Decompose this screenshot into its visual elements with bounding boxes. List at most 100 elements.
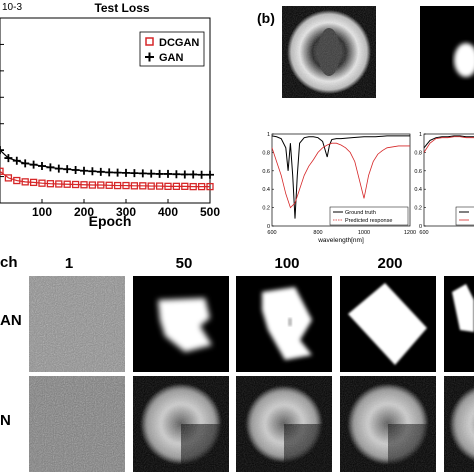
data-point-gan	[122, 168, 130, 177]
row-label-dcgan: AN	[0, 312, 22, 329]
x-tick-label: 600	[419, 230, 428, 236]
data-point-dcgan	[155, 182, 164, 190]
y-tick-marks	[0, 43, 4, 178]
x-tick-label: 1000	[358, 230, 370, 236]
data-point-gan	[172, 170, 181, 179]
data-point-dcgan	[80, 181, 88, 189]
data-point-dcgan	[29, 178, 38, 187]
data-point-gan	[138, 169, 147, 178]
data-point-gan	[113, 168, 122, 177]
spectrum2-y-ticks: 0 0.2 0.4 0.6 0.8 1	[414, 132, 426, 230]
data-point-gan	[38, 162, 46, 170]
data-point-dcgan	[189, 182, 197, 191]
structure-image-blob	[420, 6, 474, 98]
y-tick-label: 0.2	[414, 206, 422, 212]
data-point-gan	[130, 169, 139, 178]
epoch-label-100: 100	[274, 255, 299, 272]
data-point-dcgan	[197, 182, 206, 191]
y-tick-label: 1	[267, 132, 270, 138]
data-point-dcgan	[46, 180, 55, 188]
epoch-row-label: ch	[0, 254, 18, 271]
x-tick-label: 800	[313, 230, 322, 236]
data-point-dcgan	[88, 181, 97, 189]
spectrum2-legend-partial	[455, 206, 474, 226]
spectrum-frame-2	[423, 133, 474, 227]
data-point-gan	[96, 167, 105, 176]
data-point-dcgan	[130, 182, 139, 190]
legend-dcgan-marker	[145, 37, 154, 46]
data-point-gan	[21, 159, 30, 168]
data-point-gan	[155, 169, 164, 178]
y-tick-label: 1	[419, 132, 422, 138]
data-point-gan	[105, 168, 114, 177]
data-point-dcgan	[105, 181, 113, 189]
legend-gan-label: GAN	[159, 52, 184, 64]
dcgan-epoch-200-image	[340, 276, 436, 372]
data-point-gan	[80, 166, 88, 175]
x-tick-label: 400	[158, 205, 178, 219]
x-tick-label: 500	[200, 205, 220, 219]
x-ticks: 100 200 300 400 500	[32, 199, 220, 219]
predicted-response-line	[271, 142, 410, 209]
x-tick-label: 300	[116, 205, 136, 219]
y-tick-label: 0.4	[262, 187, 270, 193]
spectrum1-xlabel: wavelength[nm]	[317, 237, 364, 244]
data-point-dcgan	[0, 167, 4, 175]
data-point-gan	[180, 170, 189, 179]
legend-ground-truth: Ground truth	[345, 210, 376, 216]
spectrum2-lines	[423, 135, 474, 153]
data-point-gan	[147, 169, 156, 178]
legend-predicted: Predicted response	[345, 218, 392, 224]
data-point-gan	[4, 154, 13, 163]
predicted-response-line	[423, 136, 474, 153]
structure-image-ring	[282, 6, 376, 98]
y-tick-label: 0	[267, 224, 270, 230]
data-point-dcgan	[147, 182, 155, 190]
data-point-dcgan	[21, 178, 29, 186]
data-point-dcgan	[55, 180, 63, 188]
y-tick-label: 0	[419, 224, 422, 230]
dcgan-epoch-100-image	[236, 276, 332, 372]
data-point-gan	[12, 156, 21, 165]
data-point-gan	[71, 165, 80, 174]
epoch-label-200: 200	[377, 255, 402, 272]
ground-truth-line	[423, 135, 474, 149]
panel-c: ch 1 50 100 200 AN N	[0, 254, 474, 472]
dcgan-epoch-1-image	[29, 276, 125, 372]
y-tick-label: 0.4	[414, 187, 422, 193]
y-tick-label: 0.8	[414, 150, 422, 156]
data-point-gan	[164, 169, 172, 178]
data-point-gan	[88, 167, 97, 176]
data-point-gan	[0, 146, 4, 155]
data-point-gan	[29, 160, 38, 169]
x-tick-label: 200	[74, 205, 94, 219]
row-label-gan: N	[0, 412, 11, 429]
legend: DCGAN GAN	[139, 31, 205, 67]
legend-gan-marker	[145, 52, 154, 62]
spectrum1-legend: Ground truth Predicted response	[329, 206, 409, 226]
data-point-gan	[189, 170, 198, 179]
x-tick-label: 100	[32, 205, 52, 219]
dcgan-epoch-final-image-partial	[444, 276, 474, 372]
data-point-gan	[54, 164, 63, 173]
data-point-gan	[206, 170, 214, 179]
y-tick-label: 0.8	[262, 150, 270, 156]
data-point-dcgan	[97, 181, 105, 189]
spectrum1-x-ticks: 600 800 1000 1200	[267, 230, 416, 236]
panel-b-label: (b)	[257, 10, 275, 26]
data-point-dcgan	[71, 180, 80, 189]
epoch-label-1: 1	[65, 255, 73, 272]
data-point-dcgan	[139, 182, 147, 190]
data-point-dcgan	[13, 176, 21, 185]
data-point-dcgan	[164, 182, 172, 191]
gan-epoch-1-image	[29, 376, 125, 472]
data-point-gan	[46, 163, 55, 172]
ground-truth-line	[271, 135, 410, 219]
gan-epoch-200-image	[340, 376, 436, 472]
spectrum-chart-1: 0 0.2 0.4 0.6 0.8 1 600 800 1000 1200 Ground tru…	[262, 132, 416, 244]
panel-b: (b) 00.20.40.60.81 600 800 1000 1200 Ground…	[257, 6, 474, 244]
y-tick-label: 0.6	[414, 169, 422, 175]
